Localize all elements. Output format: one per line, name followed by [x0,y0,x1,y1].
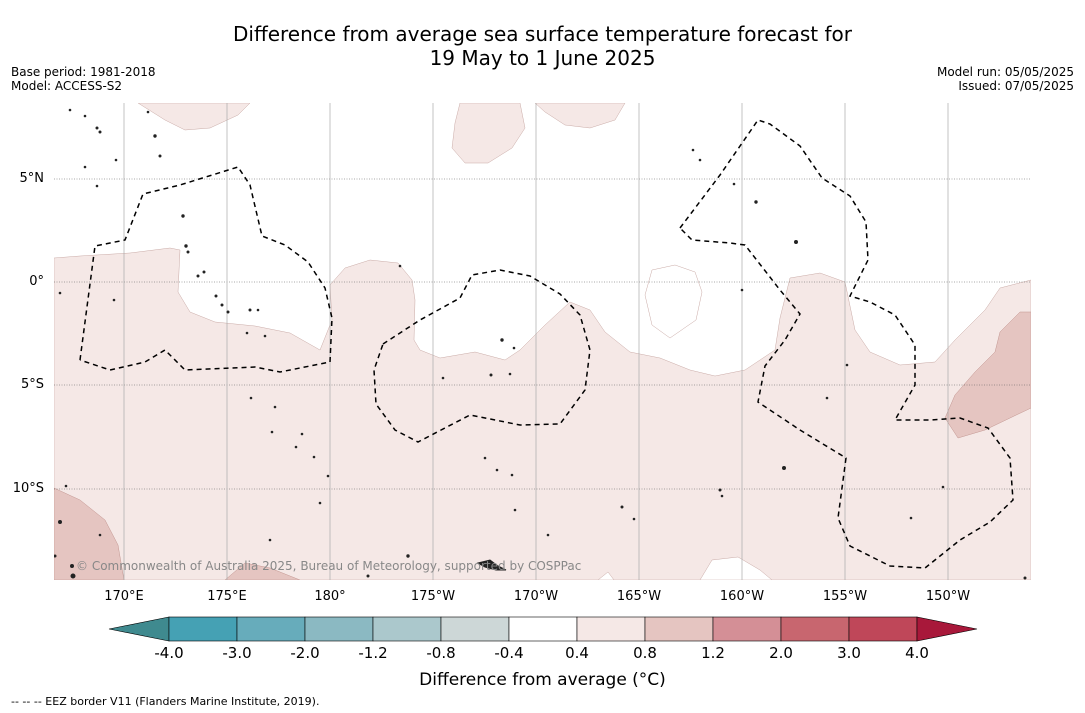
colorbar-cell-0 [168,616,238,642]
eez-legend-note: -- -- -- EEZ border V11 (Flanders Marine… [11,695,320,708]
anomaly-region-0-8-to-1-2-south [224,562,301,580]
colorbar-cell-9 [780,616,850,642]
eez-border-kiribati-line [679,119,1014,569]
lon-label-180: 180° [314,589,346,604]
colorbar-cells [168,616,918,642]
anomaly-white-south-2 [597,571,615,580]
anomaly-region-north-1 [137,103,251,131]
anomaly-region-north-3 [534,103,626,129]
title-line-1: Difference from average sea surface temp… [232,22,852,46]
lat-label-0: 0° [29,274,44,289]
colorbar-cell-6 [576,616,646,642]
gridlines [54,178,1031,490]
lon-label-175w: 175°W [410,589,456,604]
colorbar-tick-label: -4.0 [154,644,184,662]
colorbar-tick-label: -3.0 [222,644,252,662]
colorbar-tick-label: -0.8 [426,644,456,662]
colorbar-tick-label: 0.4 [565,644,589,662]
lat-label-5n: 5°N [19,171,45,186]
eez-border-kiribati-phoenix [373,269,591,443]
colorbar-over-arrow [916,616,978,642]
colorbar-cell-2 [304,616,374,642]
anomaly-hole [644,264,703,339]
anomaly-region-0-4-to-0-8 [54,247,1031,580]
lon-label-175e: 175°E [207,589,247,604]
colorbar-tick-label: -0.4 [494,644,524,662]
copyright-notice: © Commonwealth of Australia 2025, Bureau… [76,559,582,573]
anomaly-region-0-8-to-1-2-east [944,311,1031,439]
anomaly-region-0-8-to-1-2-southwest [54,487,125,580]
colorbar-cell-5 [508,616,578,642]
colorbar-tick-label: 2.0 [769,644,793,662]
title-line-2: 19 May to 1 June 2025 [429,46,656,70]
colorbar-label: Difference from average (°C) [419,670,666,690]
colorbar-cell-7 [644,616,714,642]
model-run: Model run: 05/05/2025 [936,65,1074,79]
lon-label-155w: 155°W [822,589,868,604]
map-area [54,103,1031,580]
lon-label-150w: 150°W [925,589,971,604]
colorbar-cell-4 [440,616,510,642]
issued-date: Issued: 07/05/2025 [958,79,1074,93]
meridians [123,103,949,580]
colorbar-tick-label: -1.2 [358,644,388,662]
lat-label-10s: 10°S [12,481,44,496]
colorbar-tick-label: 1.2 [701,644,725,662]
eez-borders [79,119,1014,569]
anomaly-white-south [699,556,773,580]
colorbar-cell-3 [372,616,442,642]
lon-label-165w: 165°W [616,589,662,604]
colorbar-tick-label: 3.0 [837,644,861,662]
colorbar-tick-label: 4.0 [905,644,929,662]
lon-label-160w: 160°W [719,589,765,604]
lon-label-170e: 170°E [104,589,144,604]
lat-label-5s: 5°S [20,377,44,392]
lon-label-170w: 170°W [513,589,559,604]
islands [54,108,1027,580]
anomaly-region-north-2 [451,103,526,164]
eez-border-kiribati-gilbert [79,166,333,373]
model-name: Model: ACCESS-S2 [11,79,123,93]
colorbar-cell-1 [236,616,306,642]
meta-left: Base period: 1981-2018 Model: ACCESS-S2 [11,65,156,93]
colorbar-tick-label: 0.8 [633,644,657,662]
colorbar-cell-10 [848,616,918,642]
colorbar-under-arrow [108,616,170,642]
colorbar [108,616,978,642]
meta-right: Model run: 05/05/2025 Issued: 07/05/2025 [937,65,1074,93]
base-period: Base period: 1981-2018 [11,65,156,79]
map-title: Difference from average sea surface temp… [0,22,1085,70]
colorbar-tick-label: -2.0 [290,644,320,662]
colorbar-cell-8 [712,616,782,642]
